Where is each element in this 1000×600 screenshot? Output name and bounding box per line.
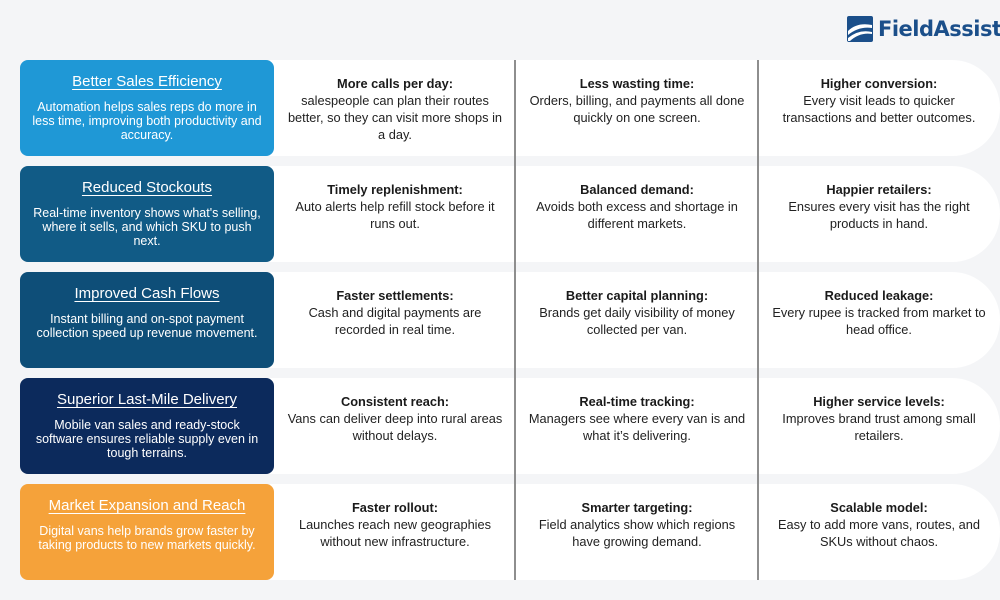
- benefit-cells: Consistent reach: Vans can deliver deep …: [274, 378, 1000, 474]
- benefit-heading: Better capital planning:: [565, 288, 709, 303]
- benefit-cell: Higher service levels: Improves brand tr…: [758, 378, 1000, 474]
- benefit-heading: Smarter targeting:: [581, 500, 693, 515]
- benefit-text: Easy to add more vans, routes, and SKUs …: [777, 517, 981, 549]
- category-title: Superior Last-Mile Delivery: [56, 391, 238, 408]
- row-background: [270, 60, 1000, 156]
- benefit-text: Every visit leads to quicker transaction…: [782, 93, 976, 125]
- benefit-cell: Balanced demand: Avoids both excess and …: [516, 166, 758, 262]
- benefit-heading: Faster settlements:: [336, 288, 454, 303]
- category-description: Mobile van sales and ready-stock softwar…: [35, 418, 259, 460]
- column-divider: [757, 60, 759, 580]
- benefit-heading: Scalable model:: [830, 500, 928, 515]
- benefit-text: Avoids both excess and shortage in diffe…: [536, 199, 738, 231]
- benefit-text: Vans can deliver deep into rural areas w…: [287, 411, 503, 443]
- benefit-text: Managers see where every van is and what…: [528, 411, 746, 443]
- category-card: Better Sales Efficiency Automation helps…: [20, 60, 274, 156]
- benefit-cells: Faster settlements: Cash and digital pay…: [274, 272, 1000, 368]
- benefit-heading: Happier retailers:: [826, 182, 932, 197]
- category-description: Digital vans help brands grow faster by …: [38, 524, 256, 552]
- category-title: Better Sales Efficiency: [72, 73, 222, 90]
- benefit-text: Brands get daily visibility of money col…: [539, 305, 735, 337]
- table-row: Better Sales Efficiency Automation helps…: [20, 60, 1000, 156]
- benefit-heading: Reduced leakage:: [824, 288, 934, 303]
- benefit-text: Cash and digital payments are recorded i…: [308, 305, 482, 337]
- brand-name: FieldAssist: [878, 17, 1000, 41]
- benefit-text: salespeople can plan their routes better…: [287, 93, 503, 142]
- row-background: [270, 272, 1000, 368]
- category-title: Market Expansion and Reach: [48, 497, 246, 514]
- benefit-cell: Higher conversion: Every visit leads to …: [758, 60, 1000, 156]
- benefit-cell: More calls per day: salespeople can plan…: [274, 60, 516, 156]
- table-row: Reduced Stockouts Real-time inventory sh…: [20, 166, 1000, 262]
- benefit-cell: Better capital planning: Brands get dail…: [516, 272, 758, 368]
- benefit-heading: Balanced demand:: [580, 182, 694, 197]
- category-card: Improved Cash Flows Instant billing and …: [20, 272, 274, 368]
- benefit-heading: Higher service levels:: [813, 394, 945, 409]
- fieldassist-logo: FieldAssist: [847, 16, 1000, 42]
- row-background: [270, 166, 1000, 262]
- category-card: Superior Last-Mile Delivery Mobile van s…: [20, 378, 274, 474]
- benefit-text: Ensures every visit has the right produc…: [788, 199, 970, 231]
- benefit-heading: Real-time tracking:: [579, 394, 695, 409]
- category-description: Instant billing and on-spot payment coll…: [36, 312, 258, 340]
- category-card: Market Expansion and Reach Digital vans …: [20, 484, 274, 580]
- benefit-text: Launches reach new geographies without n…: [298, 517, 492, 549]
- benefit-cell: Reduced leakage: Every rupee is tracked …: [758, 272, 1000, 368]
- category-description: Automation helps sales reps do more in l…: [32, 100, 262, 142]
- benefit-cell: Timely replenishment: Auto alerts help r…: [274, 166, 516, 262]
- table-row: Superior Last-Mile Delivery Mobile van s…: [20, 378, 1000, 474]
- benefit-text: Field analytics show which regions have …: [538, 517, 736, 549]
- benefit-heading: More calls per day:: [337, 76, 453, 91]
- category-card: Reduced Stockouts Real-time inventory sh…: [20, 166, 274, 262]
- benefit-heading: Faster rollout:: [351, 500, 439, 515]
- benefit-cells: Faster rollout: Launches reach new geogr…: [274, 484, 1000, 580]
- benefit-text: Improves brand trust among small retaile…: [782, 411, 976, 443]
- benefit-heading: Less wasting time:: [579, 76, 695, 91]
- column-divider: [514, 60, 516, 580]
- benefit-text: Orders, billing, and payments all done q…: [529, 93, 745, 125]
- category-title: Reduced Stockouts: [81, 179, 213, 196]
- fieldassist-logo-icon: [847, 16, 873, 42]
- row-background: [270, 378, 1000, 474]
- benefit-cell: Scalable model: Easy to add more vans, r…: [758, 484, 1000, 580]
- benefit-cell: Faster rollout: Launches reach new geogr…: [274, 484, 516, 580]
- benefit-heading: Consistent reach:: [340, 394, 450, 409]
- benefit-cell: Less wasting time: Orders, billing, and …: [516, 60, 758, 156]
- benefit-cell: Happier retailers: Ensures every visit h…: [758, 166, 1000, 262]
- table-row: Market Expansion and Reach Digital vans …: [20, 484, 1000, 580]
- table-row: Improved Cash Flows Instant billing and …: [20, 272, 1000, 368]
- category-title: Improved Cash Flows: [74, 285, 220, 302]
- benefit-heading: Higher conversion:: [820, 76, 938, 91]
- category-description: Real-time inventory shows what's selling…: [33, 206, 261, 248]
- benefit-text: Every rupee is tracked from market to he…: [772, 305, 986, 337]
- benefit-cell: Real-time tracking: Managers see where e…: [516, 378, 758, 474]
- benefit-cells: More calls per day: salespeople can plan…: [274, 60, 1000, 156]
- benefit-heading: Timely replenishment:: [327, 182, 463, 197]
- benefit-text: Auto alerts help refill stock before it …: [295, 199, 495, 231]
- row-background: [270, 484, 1000, 580]
- benefit-cell: Faster settlements: Cash and digital pay…: [274, 272, 516, 368]
- benefit-cell: Consistent reach: Vans can deliver deep …: [274, 378, 516, 474]
- benefit-cell: Smarter targeting: Field analytics show …: [516, 484, 758, 580]
- comparison-table: Better Sales Efficiency Automation helps…: [20, 60, 1000, 590]
- benefit-cells: Timely replenishment: Auto alerts help r…: [274, 166, 1000, 262]
